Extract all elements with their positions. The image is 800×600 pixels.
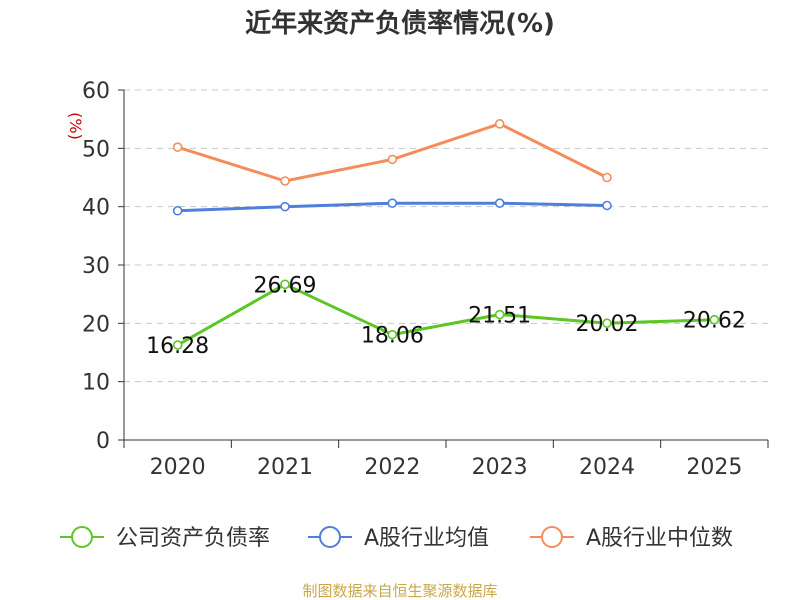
x-tick-label: 2022 xyxy=(364,455,420,480)
legend-label-0: 公司资产负债率 xyxy=(116,526,270,551)
series-2-point xyxy=(494,119,505,129)
series-1-point xyxy=(494,198,505,208)
y-tick-label: 20 xyxy=(82,312,110,337)
data-label: 18.06 xyxy=(361,324,424,349)
legend-marker-1 xyxy=(319,526,341,548)
source-note: 制图数据来自恒生聚源数据库 xyxy=(302,582,497,600)
y-axis-label: (%) xyxy=(66,112,85,140)
series-2-point xyxy=(280,176,290,186)
y-tick-label: 50 xyxy=(82,137,110,162)
y-tick-label: 40 xyxy=(82,196,110,221)
series-2-point xyxy=(387,154,398,165)
x-tick-label: 2021 xyxy=(257,455,313,480)
series-0-point xyxy=(494,309,505,320)
series-1-point xyxy=(172,205,183,216)
series-2-point xyxy=(172,142,183,152)
data-label: 16.28 xyxy=(146,334,209,359)
series-line-0 xyxy=(176,282,716,347)
legend: 公司资产负债率 A股行业均值 A股行业中位数 xyxy=(60,526,733,551)
y-tick-label: 0 xyxy=(96,429,110,454)
x-tick-label: 2023 xyxy=(472,455,528,480)
data-label: 20.62 xyxy=(683,309,746,334)
data-labels: 16.28 26.69 18.06 21.51 20.02 20.62 xyxy=(146,273,746,359)
series-line-2 xyxy=(176,122,609,183)
series-0-point xyxy=(172,340,183,350)
data-label: 20.02 xyxy=(576,312,639,337)
grid-lines xyxy=(124,89,768,383)
y-tick-label: 60 xyxy=(82,79,110,104)
legend-marker-0 xyxy=(71,526,93,548)
x-tick-label: 2025 xyxy=(686,455,742,480)
x-tick-label: 2024 xyxy=(579,455,635,480)
legend-marker-2 xyxy=(541,526,563,548)
series-0-point xyxy=(387,329,398,340)
data-label: 26.69 xyxy=(254,273,317,298)
series-0-point xyxy=(709,314,720,325)
legend-label-1: A股行业均值 xyxy=(364,526,489,551)
data-label: 21.51 xyxy=(468,304,531,329)
series-0-point xyxy=(602,318,612,329)
series-2-point xyxy=(602,172,612,183)
series-1-point xyxy=(280,201,290,212)
y-tick-label: 30 xyxy=(82,254,110,279)
series-0-point xyxy=(280,279,290,290)
chart-title: 近年来资产负债率情况(%) xyxy=(245,8,555,39)
series-1-point xyxy=(602,200,612,211)
x-tick-label: 2020 xyxy=(150,455,206,480)
legend-label-2: A股行业中位数 xyxy=(586,526,733,551)
axes: 0 10 20 30 40 50 60 2020 2021 2022 2023 2024 2025 xyxy=(82,79,769,480)
series-1-point xyxy=(387,198,398,208)
y-tick-label: 10 xyxy=(82,371,110,396)
series-layer xyxy=(172,119,720,350)
